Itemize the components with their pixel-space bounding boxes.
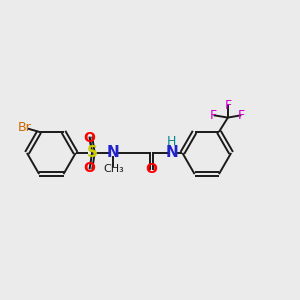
Text: F: F: [210, 109, 217, 122]
Text: N: N: [107, 146, 120, 160]
Text: S: S: [86, 146, 98, 160]
Text: N: N: [165, 146, 178, 160]
Text: O: O: [84, 130, 96, 145]
Text: Br: Br: [18, 121, 32, 134]
Text: CH₃: CH₃: [103, 164, 124, 174]
Text: O: O: [84, 161, 96, 176]
Text: F: F: [224, 99, 231, 112]
Text: F: F: [238, 109, 245, 122]
Text: H: H: [167, 135, 176, 148]
Text: O: O: [146, 162, 158, 176]
